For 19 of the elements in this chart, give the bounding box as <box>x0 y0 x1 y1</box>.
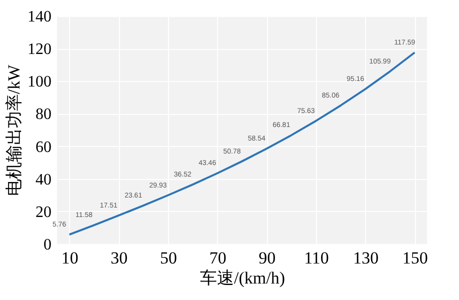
y-tick-label: 120 <box>28 41 52 58</box>
y-tick-label: 60 <box>36 138 52 156</box>
y-tick-label: 140 <box>28 8 52 26</box>
y-tick-label: 0 <box>44 236 52 254</box>
x-tick-label: 10 <box>61 248 78 268</box>
x-tick-label: 70 <box>209 248 226 268</box>
x-tick-label: 110 <box>304 248 329 268</box>
y-tick-label: 20 <box>36 204 52 221</box>
y-tick-label: 40 <box>36 171 52 188</box>
x-tick-label: 30 <box>110 248 128 268</box>
x-tick-label: 90 <box>258 248 276 268</box>
y-tick-label: 80 <box>36 106 52 124</box>
y-tick-label: 100 <box>28 74 52 91</box>
y-axis-title: 电机输出功率/kW <box>4 64 24 196</box>
x-tick-label: 130 <box>353 248 379 268</box>
x-axis-title: 车速/(km/h) <box>200 268 285 288</box>
x-tick-label: 150 <box>402 248 428 268</box>
line-series <box>68 51 416 236</box>
x-tick-label: 50 <box>160 248 177 268</box>
